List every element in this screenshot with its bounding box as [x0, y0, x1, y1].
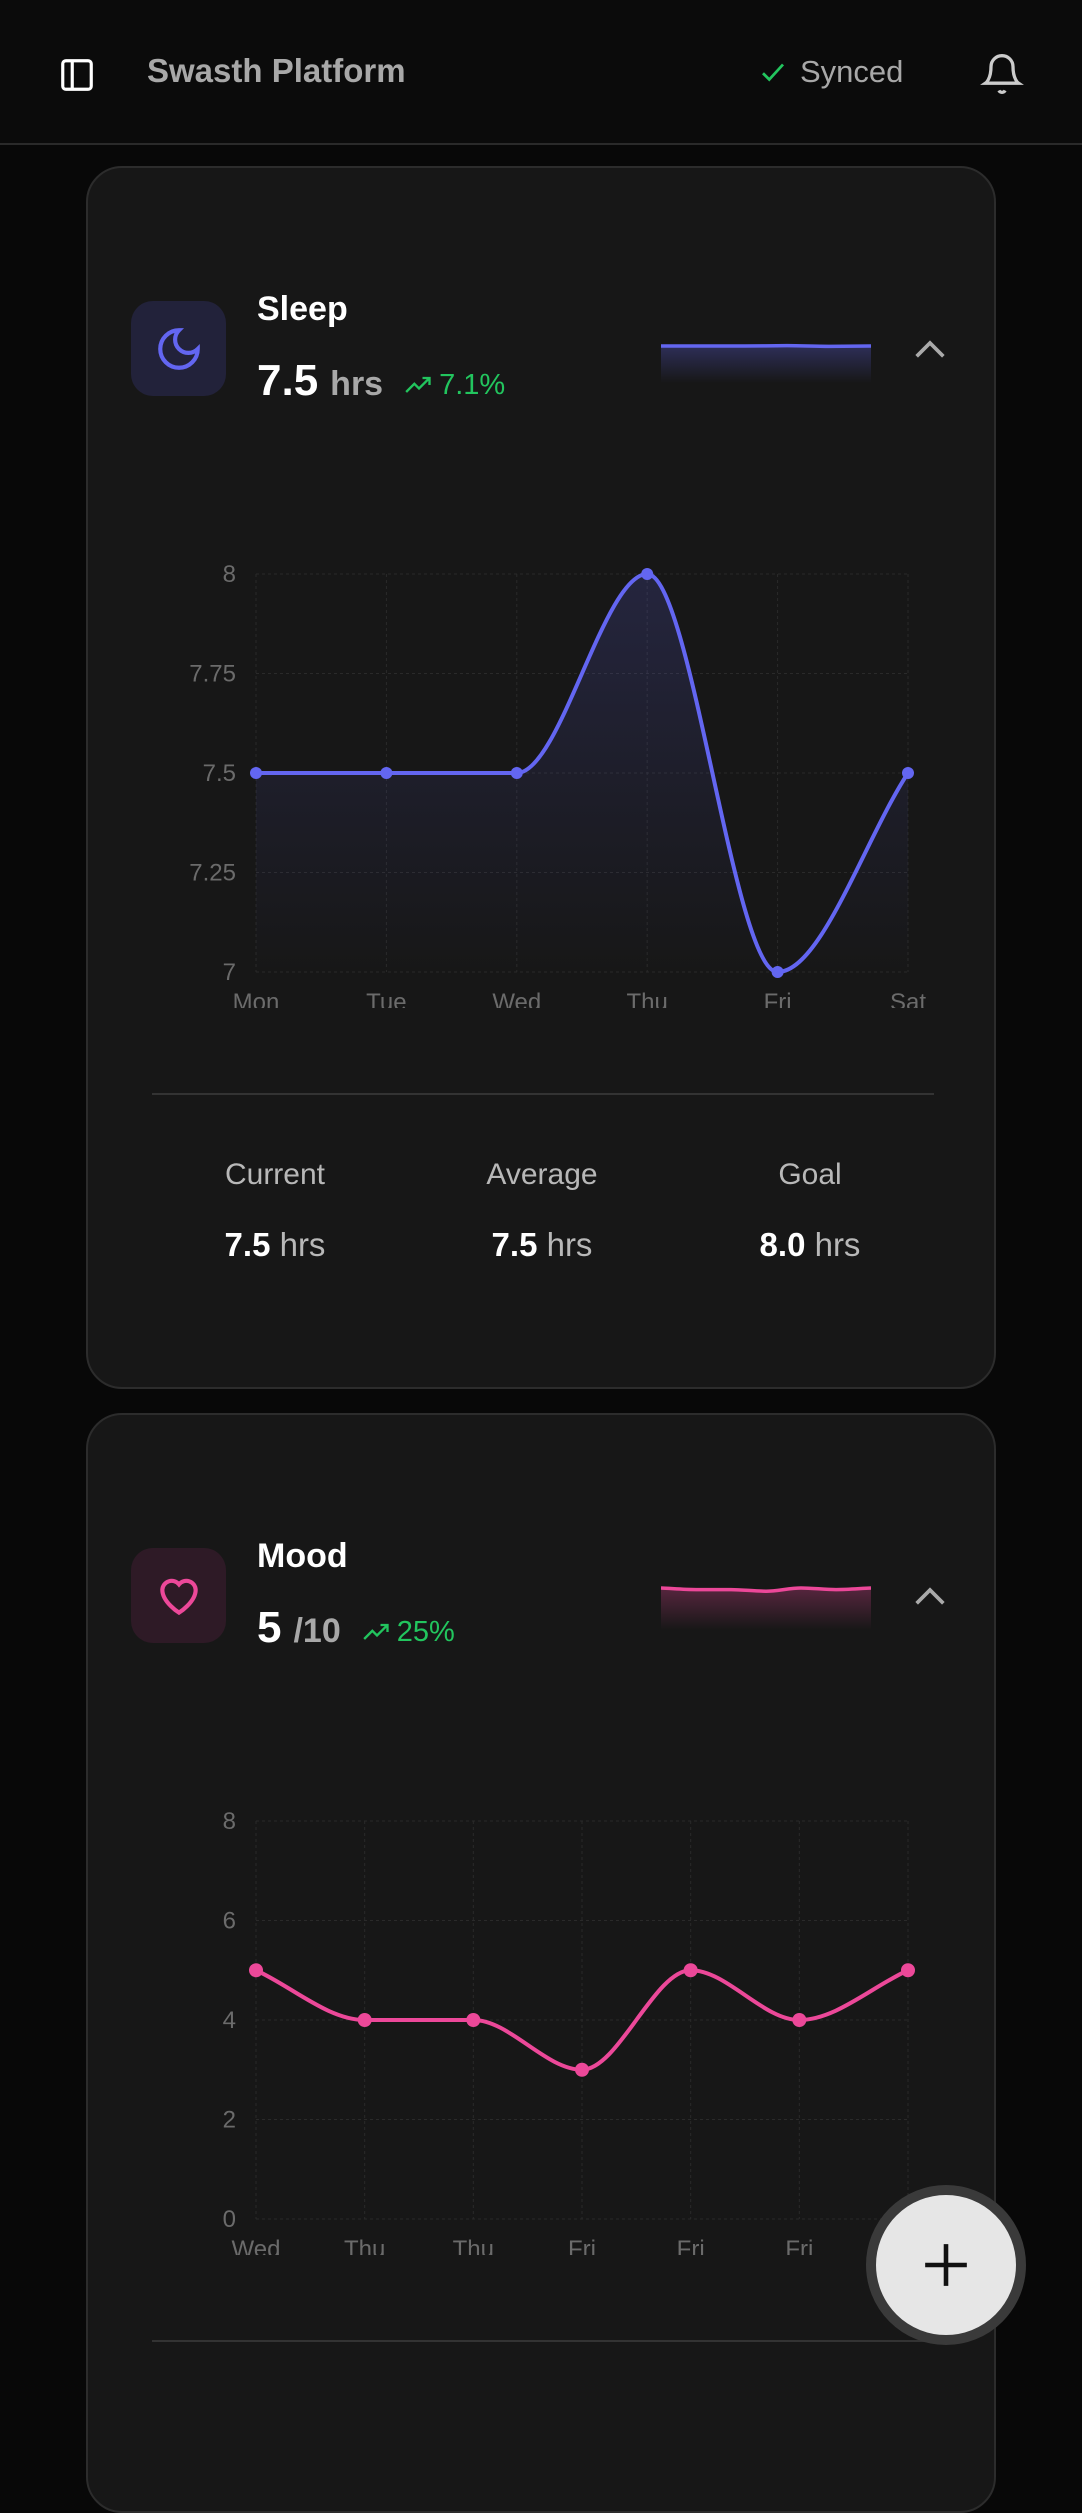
x-tick-label: Mon	[233, 989, 280, 1008]
divider	[152, 1093, 934, 1095]
mood-chart: 0 2 4 6 8 Wed Thu Thu Fri Fri Fri	[223, 1808, 915, 2255]
x-tick-label: Sat	[890, 989, 926, 1008]
spark-line	[661, 1586, 871, 1593]
x-tick-label: Tue	[366, 989, 406, 1008]
y-tick-label: 7.25	[189, 860, 236, 887]
mood-unit: /10	[293, 1612, 341, 1650]
y-tick-label: 8	[223, 1808, 236, 1835]
x-tick-label: Thu	[627, 989, 668, 1008]
data-point	[466, 2013, 481, 2027]
x-tick-label: Wed	[232, 2236, 281, 2255]
add-entry-button[interactable]	[866, 2185, 1026, 2345]
x-tick-label: Wed	[492, 989, 541, 1008]
spark-area	[661, 345, 871, 383]
y-tick-label: 2	[223, 2107, 236, 2134]
stat-value: 8.0	[759, 1226, 806, 1263]
x-tick-label: Fri	[764, 989, 792, 1008]
data-point	[510, 767, 523, 779]
data-point	[380, 767, 393, 779]
stat-label: Current	[224, 1158, 326, 1191]
sync-label: Synced	[800, 54, 904, 89]
bell-icon[interactable]	[980, 52, 1024, 96]
trending-up-icon	[405, 376, 431, 393]
mood-trend-value: 25%	[396, 1615, 455, 1648]
stat-goal: Goal 8.0 hrs	[680, 1158, 940, 1264]
sleep-sparkline	[661, 343, 871, 383]
x-tick-label: Fri	[785, 2236, 813, 2255]
spark-area	[661, 1588, 871, 1630]
data-point	[771, 966, 784, 978]
series-area	[256, 574, 908, 972]
stat-unit: hrs	[279, 1226, 326, 1263]
stat-unit: hrs	[814, 1226, 861, 1263]
x-tick-label: Fri	[677, 2236, 705, 2255]
sleep-trend-value: 7.1%	[439, 368, 506, 401]
sleep-title: Sleep	[257, 290, 348, 328]
data-point	[249, 1963, 263, 1978]
data-point	[683, 1963, 698, 1978]
data-point	[792, 2013, 807, 2027]
series-area	[256, 1970, 908, 2219]
data-point	[641, 568, 654, 580]
mood-trend: 25%	[363, 1616, 455, 1649]
sleep-current: 7.5	[257, 356, 319, 405]
app-header: Swasth Platform Synced	[0, 0, 1082, 145]
mood-value: 5 /10 25%	[257, 1603, 455, 1653]
data-point	[901, 1963, 915, 1978]
mood-current: 5	[257, 1603, 282, 1652]
data-point	[250, 767, 262, 779]
y-tick-label: 7.5	[203, 760, 236, 787]
sleep-chart: 7 7.25 7.5 7.75 8 Mon Tue Wed Thu Fri Sat	[189, 561, 926, 1008]
stat-value: 7.5	[491, 1226, 538, 1263]
trending-up-icon	[363, 1623, 389, 1640]
y-tick-label: 7	[223, 959, 236, 986]
check-icon	[762, 63, 785, 82]
sleep-trend: 7.1%	[405, 369, 505, 402]
y-tick-label: 0	[223, 2206, 236, 2233]
stat-unit: hrs	[546, 1226, 593, 1263]
data-point	[357, 2013, 372, 2027]
mood-sparkline	[661, 1586, 871, 1630]
x-tick-label: Thu	[453, 2236, 494, 2255]
collapse-chevron-icon[interactable]	[910, 1580, 950, 1610]
x-tick-label: Thu	[344, 2236, 385, 2255]
stat-current: Current 7.5 hrs	[145, 1158, 405, 1264]
collapse-chevron-icon[interactable]	[910, 333, 950, 363]
mood-title: Mood	[257, 1537, 348, 1575]
data-point	[902, 767, 914, 779]
stat-label: Average	[486, 1158, 598, 1191]
sleep-value: 7.5 hrs 7.1%	[257, 356, 505, 406]
plus-icon	[925, 2244, 967, 2286]
app-title: Swasth Platform	[147, 52, 406, 89]
sleep-card: Sleep 7.5 hrs 7.1% 7 7.25 7.5 7.75 8 Mon Tue We…	[86, 166, 996, 1389]
data-point	[575, 2062, 589, 2077]
y-tick-label: 8	[223, 561, 236, 588]
heart-icon	[159, 1578, 198, 1615]
sidebar-toggle-icon[interactable]	[58, 56, 96, 94]
y-tick-label: 4	[223, 2007, 236, 2034]
sleep-unit: hrs	[330, 365, 384, 403]
stat-label: Goal	[778, 1158, 842, 1191]
mood-card: Mood 5 /10 25% 0 2 4 6 8 Wed Thu Thu Fri Fri Fri	[86, 1413, 996, 2513]
sleep-icon-box	[131, 301, 226, 396]
stat-average: Average 7.5 hrs	[412, 1158, 672, 1264]
y-tick-label: 7.75	[189, 661, 236, 688]
mood-icon-box	[131, 1548, 226, 1643]
y-tick-label: 6	[223, 1908, 236, 1935]
spark-line	[661, 343, 871, 349]
divider	[152, 2340, 934, 2342]
stat-value: 7.5	[224, 1226, 271, 1263]
moon-icon	[157, 327, 200, 370]
sync-status: Synced	[758, 54, 903, 90]
x-tick-label: Fri	[568, 2236, 596, 2255]
